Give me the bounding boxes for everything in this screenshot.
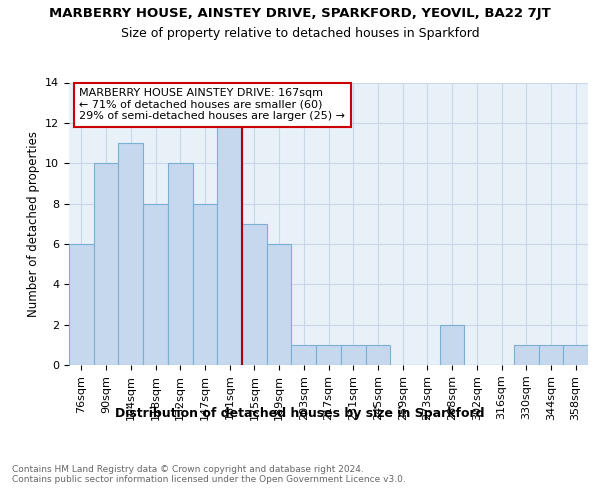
Bar [563, 345, 588, 365]
Bar [316, 345, 341, 365]
Bar [217, 123, 242, 365]
Bar [118, 143, 143, 365]
Y-axis label: Number of detached properties: Number of detached properties [26, 130, 40, 317]
Bar [365, 345, 390, 365]
Bar [539, 345, 563, 365]
Bar [193, 204, 217, 365]
Bar [168, 163, 193, 365]
Text: Contains HM Land Registry data © Crown copyright and database right 2024.
Contai: Contains HM Land Registry data © Crown c… [12, 465, 406, 484]
Bar [341, 345, 365, 365]
Bar [242, 224, 267, 365]
Bar [267, 244, 292, 365]
Text: Size of property relative to detached houses in Sparkford: Size of property relative to detached ho… [121, 28, 479, 40]
Bar [440, 324, 464, 365]
Bar [143, 204, 168, 365]
Bar [94, 163, 118, 365]
Bar [69, 244, 94, 365]
Text: MARBERRY HOUSE, AINSTEY DRIVE, SPARKFORD, YEOVIL, BA22 7JT: MARBERRY HOUSE, AINSTEY DRIVE, SPARKFORD… [49, 8, 551, 20]
Bar [514, 345, 539, 365]
Bar [292, 345, 316, 365]
Text: MARBERRY HOUSE AINSTEY DRIVE: 167sqm
← 71% of detached houses are smaller (60)
2: MARBERRY HOUSE AINSTEY DRIVE: 167sqm ← 7… [79, 88, 346, 122]
Text: Distribution of detached houses by size in Sparkford: Distribution of detached houses by size … [115, 408, 485, 420]
